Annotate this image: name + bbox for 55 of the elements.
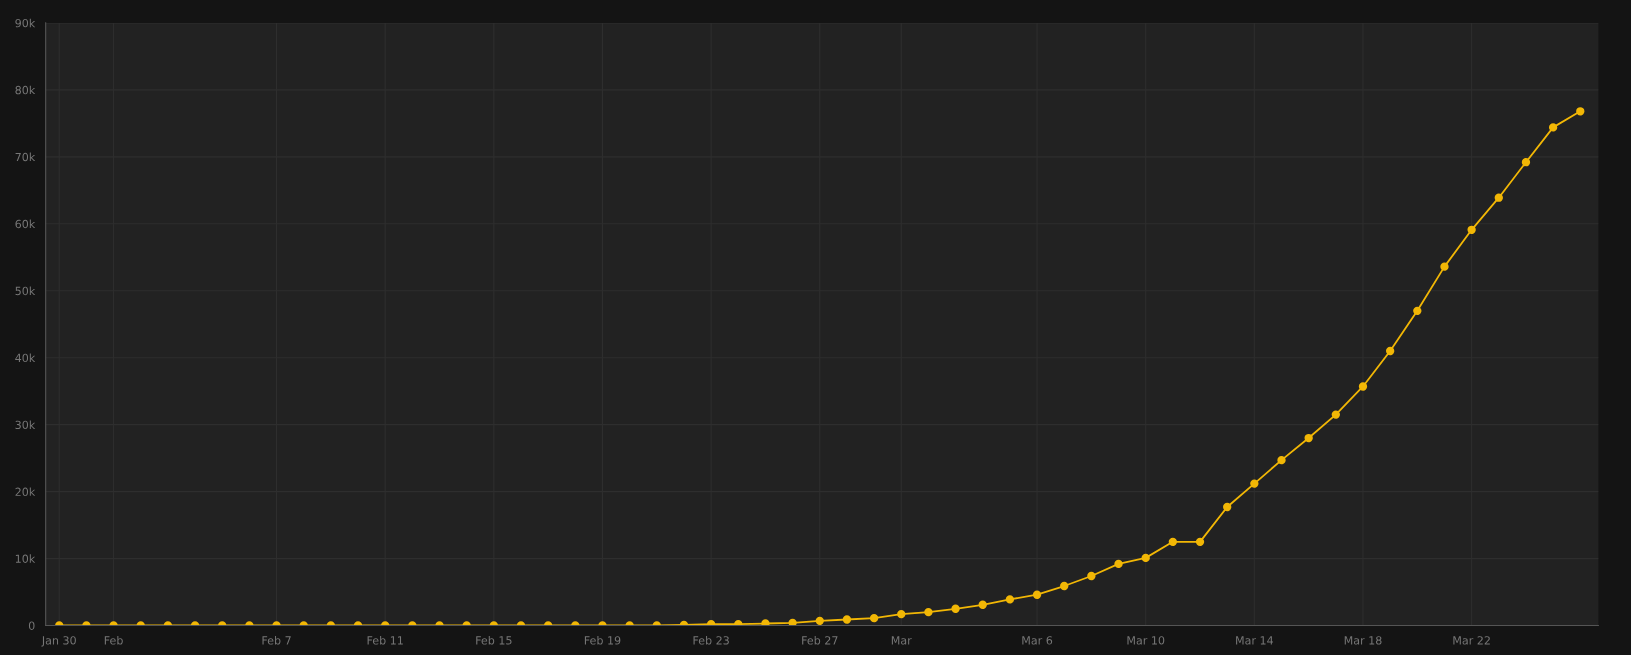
point [1440,262,1449,271]
y-tick-label: 10k [15,554,36,563]
y-tick-label: 50k [15,286,36,296]
x-tick-label: Mar 10 [1127,636,1165,645]
x-tick-label: Feb 19 [584,635,621,645]
point [1358,382,1368,391]
point [1413,306,1422,315]
point [1141,553,1150,563]
x-tick-label: Mar 18 [1344,636,1382,645]
point [1548,123,1558,132]
point [1304,433,1313,443]
y-tick-label: 20k [15,487,36,496]
point [1250,479,1259,488]
point [1114,559,1123,569]
y-tick-label: 70k [15,152,36,162]
x-tick-label: Mar 22 [1453,636,1490,645]
point [1223,502,1232,512]
point [788,618,797,626]
point [1494,193,1503,202]
point [924,607,933,617]
y-tick-label: 30k [15,420,36,430]
point [1168,537,1178,546]
point [869,613,879,623]
point [1521,158,1531,167]
point [1385,346,1395,356]
x-tick-label: Feb 15 [476,635,512,645]
x-tick-label: Mar [891,636,912,645]
point [1087,571,1096,581]
x-tick-label: Mar 14 [1236,636,1274,645]
x-tick-label: Feb 23 [693,635,729,645]
point [951,604,960,613]
y-tick-label: 0 [28,621,35,630]
x-tick-label: Feb [104,635,123,645]
point [1277,455,1286,465]
x-tick-label: Jan 30 [41,636,76,647]
point [978,600,987,609]
x-tick-label: Feb 11 [367,635,403,645]
point [897,609,906,619]
point [1576,107,1585,116]
point [1331,410,1340,419]
point [1195,537,1205,546]
point [815,616,824,625]
point [1467,225,1476,234]
x-tick-label: Feb 7 [262,635,291,645]
y-tick-label: 40k [15,353,36,363]
y-tick-label: 90k [15,18,36,28]
point [1060,581,1069,591]
point [1032,590,1042,599]
point [1005,595,1015,604]
y-tick-label: 80k [15,85,36,95]
point [761,619,770,626]
point [842,615,852,624]
x-tick-label: Feb 27 [802,635,838,645]
y-tick-label: 60k [15,219,36,229]
x-tick-label: Mar 6 [1022,636,1053,645]
